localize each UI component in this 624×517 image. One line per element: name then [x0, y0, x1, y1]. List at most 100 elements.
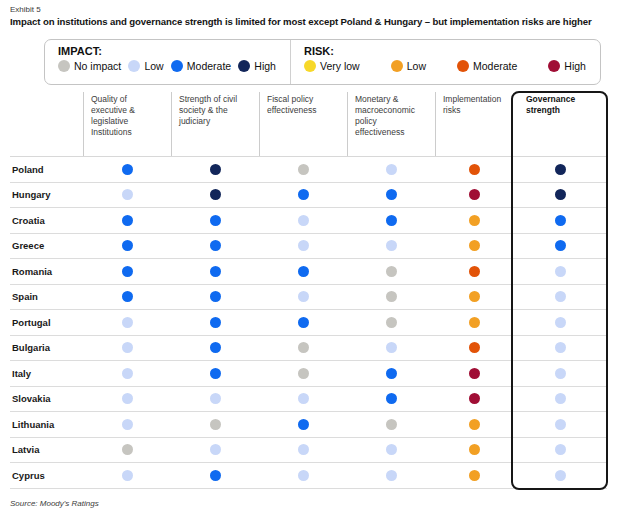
impact-cell: [259, 266, 347, 277]
governance-cell: [513, 419, 607, 430]
impact-dot-impact-moderate: [122, 215, 133, 226]
legend-risk-section: RISK: Very low Low Moderate High: [291, 40, 600, 84]
impact-dot-impact-high: [555, 189, 566, 200]
impact-dot-impact-low: [298, 215, 309, 226]
legend-item-high: High: [238, 60, 276, 72]
column-header-governance-strength: Governance strength: [513, 92, 607, 156]
risk-cell: [435, 164, 513, 175]
risk-cell: [435, 368, 513, 379]
impact-dot-impact-moderate: [298, 419, 309, 430]
impact-cell: [259, 317, 347, 328]
country-label: Slovakia: [10, 393, 83, 404]
impact-cell: [171, 444, 259, 455]
table-row-lithuania: Lithuania: [10, 412, 607, 438]
legend-item-label: Moderate: [473, 60, 517, 72]
impact-dot-impact-low: [122, 189, 133, 200]
impact-dot-impact-low: [122, 342, 133, 353]
impact-dot-no-impact: [386, 317, 397, 328]
country-label: Hungary: [10, 189, 83, 200]
legend-item-high: High: [548, 60, 586, 72]
table-row-hungary: Hungary: [10, 183, 607, 209]
governance-cell: [513, 393, 607, 404]
impact-cell: [259, 342, 347, 353]
impact-dot-impact-low: [122, 368, 133, 379]
impact-cell: [171, 470, 259, 481]
impact-dot-impact-low: [298, 393, 309, 404]
impact-dot-no-impact: [210, 419, 221, 430]
impact-low-legend-dot: [128, 60, 140, 72]
risk-dot-risk-high: [469, 189, 480, 200]
impact-dot-impact-moderate: [210, 470, 221, 481]
legend-item-label: High: [254, 60, 276, 72]
legend-item-moderate: Moderate: [457, 60, 517, 72]
impact-dot-impact-moderate: [386, 189, 397, 200]
table-row-croatia: Croatia: [10, 208, 607, 234]
impact-cell: [83, 164, 171, 175]
governance-cell: [513, 368, 607, 379]
country-label: Italy: [10, 368, 83, 379]
impact-cell: [171, 291, 259, 302]
legend-item-low: Low: [128, 60, 163, 72]
impact-dot-impact-low: [555, 470, 566, 481]
governance-cell: [513, 291, 607, 302]
legend-item-very-low: Very low: [304, 60, 360, 72]
table-row-greece: Greece: [10, 234, 607, 260]
country-label: Lithuania: [10, 419, 83, 430]
table-row-bulgaria: Bulgaria: [10, 336, 607, 362]
impact-cell: [259, 419, 347, 430]
impact-dot-impact-low: [122, 419, 133, 430]
impact-dot-impact-low: [555, 291, 566, 302]
risk-moderate-legend-dot: [457, 60, 469, 72]
legend-item-label: Low: [144, 60, 163, 72]
risk-cell: [435, 393, 513, 404]
risk-cell: [435, 317, 513, 328]
impact-dot-impact-low: [386, 240, 397, 251]
legend-impact-section: IMPACT: No impactLowModerateHigh: [45, 40, 291, 84]
impact-dot-impact-moderate: [210, 266, 221, 277]
risk-low-legend-dot: [391, 60, 403, 72]
impact-dot-impact-moderate: [122, 164, 133, 175]
risk-cell: [435, 215, 513, 226]
legend-item-low: Low: [391, 60, 426, 72]
legend-item-moderate: Moderate: [171, 60, 231, 72]
impact-cell: [347, 291, 435, 302]
impact-cell: [347, 419, 435, 430]
risk-very-low-legend-dot: [304, 60, 316, 72]
table-row-italy: Italy: [10, 361, 607, 387]
impact-dot-impact-low: [386, 470, 397, 481]
risk-cell: [435, 444, 513, 455]
impact-cell: [83, 393, 171, 404]
country-label: Poland: [10, 164, 83, 175]
impact-cell: [83, 317, 171, 328]
impact-cell: [83, 342, 171, 353]
impact-dot-impact-low: [298, 291, 309, 302]
impact-cell: [259, 240, 347, 251]
risk-dot-risk-high: [469, 393, 480, 404]
risk-high-legend-dot: [548, 60, 560, 72]
impact-dot-impact-low: [298, 444, 309, 455]
governance-cell: [513, 189, 607, 200]
impact-dot-impact-moderate: [122, 291, 133, 302]
impact-dot-impact-low: [298, 470, 309, 481]
impact-dot-no-impact: [386, 419, 397, 430]
country-label: Croatia: [10, 215, 83, 226]
impact-dot-impact-high: [555, 164, 566, 175]
country-label: Cyprus: [10, 470, 83, 481]
impact-dot-no-impact: [298, 164, 309, 175]
risk-dot-risk-low: [469, 240, 480, 251]
impact-dot-impact-moderate: [386, 393, 397, 404]
impact-cell: [171, 342, 259, 353]
impact-cell: [259, 291, 347, 302]
risk-cell: [435, 342, 513, 353]
impact-dot-no-impact: [386, 266, 397, 277]
impact-cell: [83, 470, 171, 481]
risk-cell: [435, 266, 513, 277]
country-label: Greece: [10, 240, 83, 251]
impact-dot-impact-low: [555, 368, 566, 379]
table-row-romania: Romania: [10, 259, 607, 285]
impact-cell: [259, 470, 347, 481]
impact-dot-impact-low: [122, 470, 133, 481]
legend-risk-items: Very low Low Moderate High: [304, 60, 590, 72]
legend-risk-title: RISK:: [304, 45, 590, 57]
impact-dot-no-impact: [298, 368, 309, 379]
